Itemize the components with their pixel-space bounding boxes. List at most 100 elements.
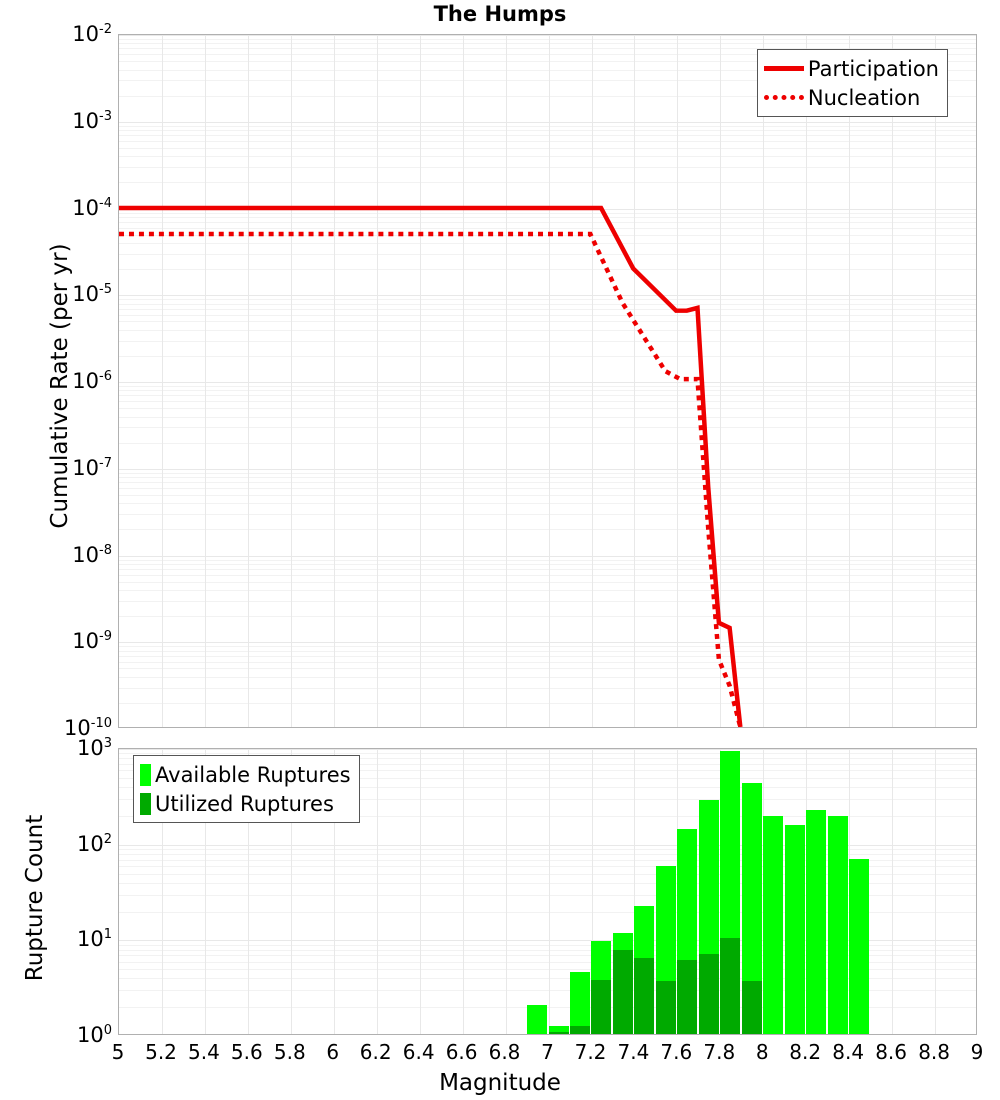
bar-utilized-ruptures bbox=[698, 954, 719, 1034]
bar-available-ruptures bbox=[806, 809, 827, 1034]
bar-utilized-ruptures bbox=[741, 980, 762, 1034]
gridline-horizontal-minor bbox=[119, 125, 976, 127]
x-axis-tick-labels: 5 5.2 5.4 5.6 5.8 6 6.2 6.4 6.6 6.8 7 7.2 7.4 7.6 7.8 8… bbox=[0, 1040, 1000, 1070]
bar-available-ruptures bbox=[784, 824, 805, 1034]
y-axis-tick-label: 10-8 bbox=[72, 542, 112, 567]
gridline-horizontal-minor bbox=[119, 949, 976, 951]
y-axis-tick-label: 102 bbox=[76, 831, 112, 856]
legend-item-available-ruptures[interactable]: Available Ruptures bbox=[140, 760, 351, 789]
x-axis-tick-label: 6 bbox=[326, 1040, 340, 1064]
gridline-vertical bbox=[935, 35, 937, 727]
gridline-horizontal-minor bbox=[119, 61, 976, 63]
gridline-vertical bbox=[763, 35, 765, 727]
gridline-horizontal-minor bbox=[119, 182, 976, 184]
rupture-count-axes: Available Ruptures Utilized Ruptures bbox=[118, 748, 977, 1035]
bar-utilized-ruptures bbox=[591, 979, 612, 1034]
gridline-vertical bbox=[548, 35, 550, 727]
dotted-line-swatch-icon bbox=[763, 95, 804, 100]
gridline-horizontal-minor bbox=[119, 955, 976, 957]
gridline-horizontal-major bbox=[119, 35, 976, 36]
y-axis-tick-label: 10-4 bbox=[72, 195, 112, 220]
gridline-vertical bbox=[892, 35, 894, 727]
y-axis-tick-label: 10-7 bbox=[72, 455, 112, 480]
x-axis-tick-label: 5.2 bbox=[145, 1040, 177, 1064]
legend-item-label: Participation bbox=[807, 56, 939, 81]
bottom-panel-legend[interactable]: Available Ruptures Utilized Ruptures bbox=[133, 755, 360, 823]
gridline-horizontal-minor bbox=[119, 815, 976, 817]
gridline-horizontal-minor bbox=[119, 39, 976, 40]
bar-utilized-ruptures bbox=[548, 1032, 569, 1034]
bar-available-ruptures bbox=[763, 816, 784, 1034]
gridline-vertical bbox=[462, 749, 464, 1034]
gridline-horizontal-minor bbox=[119, 787, 976, 789]
gridline-vertical bbox=[333, 749, 335, 1034]
gridline-horizontal-minor bbox=[119, 763, 976, 765]
color-swatch-icon bbox=[140, 792, 151, 815]
x-axis-tick-label: 5 bbox=[111, 1040, 125, 1064]
gridline-horizontal-minor bbox=[119, 48, 976, 50]
legend-item-utilized-ruptures[interactable]: Utilized Ruptures bbox=[140, 789, 351, 818]
x-axis-tick-label: 5.4 bbox=[187, 1040, 220, 1064]
gridline-vertical bbox=[204, 35, 206, 727]
legend-item-participation[interactable]: Participation bbox=[763, 54, 939, 83]
x-axis-tick-label: 7.8 bbox=[703, 1040, 736, 1064]
gridline-vertical bbox=[634, 749, 636, 1034]
gridline-horizontal-minor bbox=[119, 865, 976, 867]
gridline-vertical bbox=[247, 35, 249, 727]
gridline-vertical bbox=[376, 749, 378, 1034]
bar-utilized-ruptures bbox=[655, 980, 676, 1034]
gridline-vertical bbox=[204, 749, 206, 1034]
bar-available-ruptures bbox=[548, 1026, 569, 1034]
gridline-vertical bbox=[162, 35, 163, 727]
legend-item-label: Utilized Ruptures bbox=[155, 791, 334, 816]
y-axis-tick-label: 10-10 bbox=[64, 716, 112, 740]
gridline-horizontal-minor bbox=[119, 882, 976, 884]
top-panel-legend[interactable]: Participation Nucleation bbox=[756, 49, 948, 117]
x-axis-tick-label: 8.6 bbox=[875, 1040, 907, 1064]
y-axis-tick-label: 10-9 bbox=[72, 629, 112, 654]
x-axis-tick-label: 6.6 bbox=[445, 1040, 478, 1064]
gridline-horizontal-minor bbox=[119, 43, 976, 45]
x-axis-tick-label: 9 bbox=[970, 1040, 984, 1064]
solid-line-swatch-icon bbox=[763, 66, 804, 71]
gridline-horizontal-minor bbox=[119, 758, 976, 760]
gridline-vertical bbox=[548, 749, 550, 1034]
gridline-horizontal-major bbox=[119, 940, 976, 942]
top-panel-ytick-labels: 10-2 10-3 10-4 10-5 10-6 10-7 10-8 10-9 10-10 bbox=[0, 22, 112, 740]
gridline-horizontal-minor bbox=[119, 873, 976, 875]
bar-utilized-ruptures bbox=[570, 1026, 590, 1034]
gridline-vertical bbox=[591, 749, 593, 1034]
legend-item-label: Nucleation bbox=[807, 85, 921, 110]
gridline-horizontal-minor bbox=[119, 911, 976, 913]
gridline-vertical bbox=[290, 35, 292, 727]
gridline-horizontal-minor bbox=[119, 69, 976, 71]
y-axis-tick-label: 103 bbox=[76, 736, 112, 760]
gridline-vertical bbox=[505, 35, 507, 727]
legend-item-nucleation[interactable]: Nucleation bbox=[763, 83, 939, 112]
bar-utilized-ruptures bbox=[720, 938, 741, 1034]
x-axis-tick-label: 6.2 bbox=[359, 1040, 392, 1064]
gridline-vertical bbox=[806, 35, 808, 727]
gridline-horizontal-major bbox=[119, 844, 976, 846]
gridline-vertical bbox=[677, 35, 679, 727]
gridline-horizontal-minor bbox=[119, 770, 976, 772]
bar-available-ruptures bbox=[741, 783, 762, 1034]
x-axis-tick-label: 8.8 bbox=[918, 1040, 950, 1064]
gridline-vertical bbox=[720, 35, 722, 727]
y-axis-tick-label: 10-5 bbox=[72, 282, 112, 307]
gridline-horizontal-minor bbox=[119, 1007, 976, 1009]
y-axis-tick-label: 10-2 bbox=[72, 22, 112, 46]
x-axis-tick-label: 8 bbox=[755, 1040, 769, 1064]
x-axis-tick-label: 7.4 bbox=[617, 1040, 650, 1064]
bar-utilized-ruptures bbox=[677, 959, 698, 1034]
gridline-vertical bbox=[247, 749, 249, 1034]
gridline-vertical bbox=[376, 35, 378, 727]
x-axis-tick-label: 6.4 bbox=[402, 1040, 435, 1064]
gridline-horizontal-minor bbox=[119, 990, 976, 992]
gridline-horizontal-minor bbox=[119, 961, 976, 963]
x-axis-tick-label: 7.6 bbox=[660, 1040, 693, 1064]
gridline-vertical bbox=[162, 749, 163, 1034]
bottom-panel-ytick-labels: 103 102 101 100 bbox=[0, 736, 112, 1047]
y-axis-tick-label: 100 bbox=[76, 1023, 112, 1047]
page-title: The Humps bbox=[433, 2, 567, 26]
